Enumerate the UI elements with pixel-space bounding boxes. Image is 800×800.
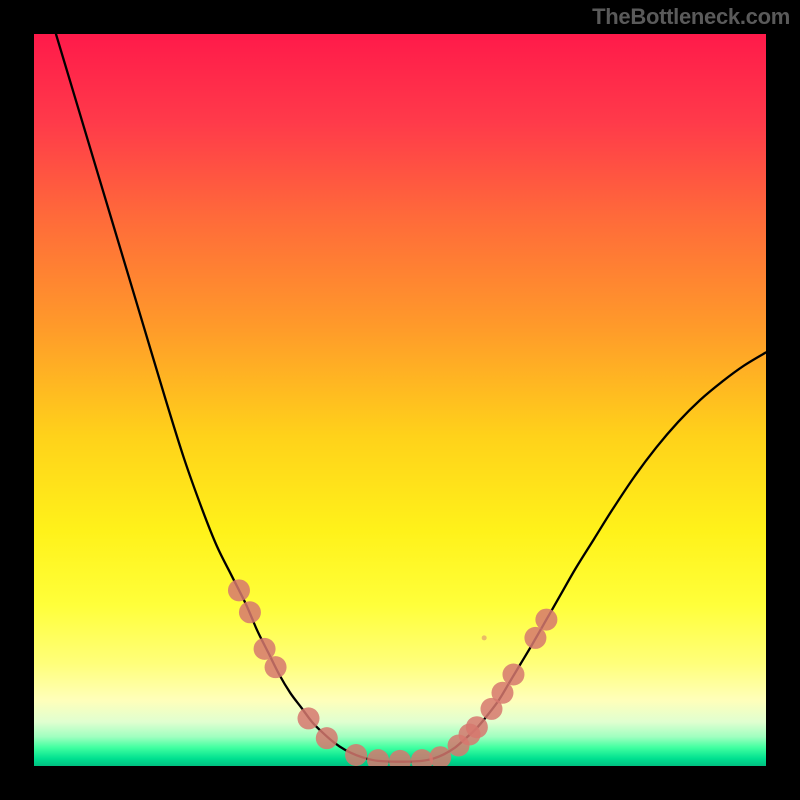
data-marker [502, 664, 524, 686]
data-marker [491, 682, 513, 704]
small-marker-group [482, 635, 487, 640]
small-data-marker [482, 635, 487, 640]
data-marker [298, 707, 320, 729]
data-marker [466, 716, 488, 738]
plot-svg [34, 34, 766, 766]
plot-area [34, 34, 766, 766]
data-marker [239, 601, 261, 623]
data-marker [254, 638, 276, 660]
chart-container: TheBottleneck.com [0, 0, 800, 800]
data-marker [345, 744, 367, 766]
chart-background [34, 34, 766, 766]
watermark-text: TheBottleneck.com [592, 4, 790, 30]
data-marker [535, 609, 557, 631]
data-marker [524, 627, 546, 649]
data-marker [228, 579, 250, 601]
data-marker [316, 727, 338, 749]
data-marker [265, 656, 287, 678]
